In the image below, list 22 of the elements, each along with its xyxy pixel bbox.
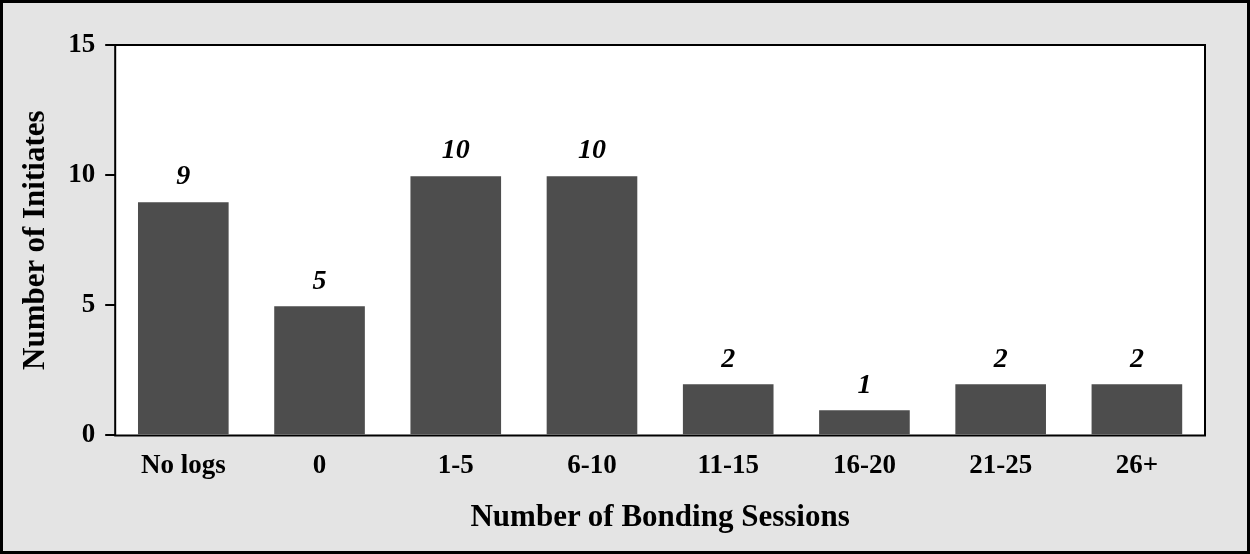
- y-tick-label: 10: [68, 158, 96, 189]
- y-axis-title: Number of Initiates: [15, 110, 51, 370]
- x-tick-label: 6-10: [567, 448, 617, 479]
- x-tick-label: 0: [312, 448, 327, 479]
- x-tick-label: 21-25: [969, 448, 1033, 479]
- x-tick-label: 11-15: [697, 448, 759, 479]
- data-label: 9: [176, 159, 191, 191]
- x-axis-title: Number of Bonding Sessions: [470, 498, 850, 534]
- data-label: 10: [441, 133, 470, 165]
- data-label: 1: [857, 367, 872, 399]
- x-tick-label: No logs: [140, 448, 226, 479]
- y-tick-label: 0: [81, 418, 96, 449]
- data-label: 2: [720, 341, 736, 373]
- y-tick-label: 5: [81, 288, 96, 319]
- data-label: 2: [1128, 341, 1144, 373]
- x-tick-label: 26+: [1115, 448, 1159, 479]
- y-tick-label: 15: [68, 27, 96, 58]
- data-label: 2: [992, 341, 1008, 373]
- data-label: 5: [312, 263, 327, 295]
- x-tick-label: 1-5: [437, 448, 474, 479]
- x-tick-label: 16-20: [832, 448, 896, 479]
- data-label: 10: [577, 133, 606, 165]
